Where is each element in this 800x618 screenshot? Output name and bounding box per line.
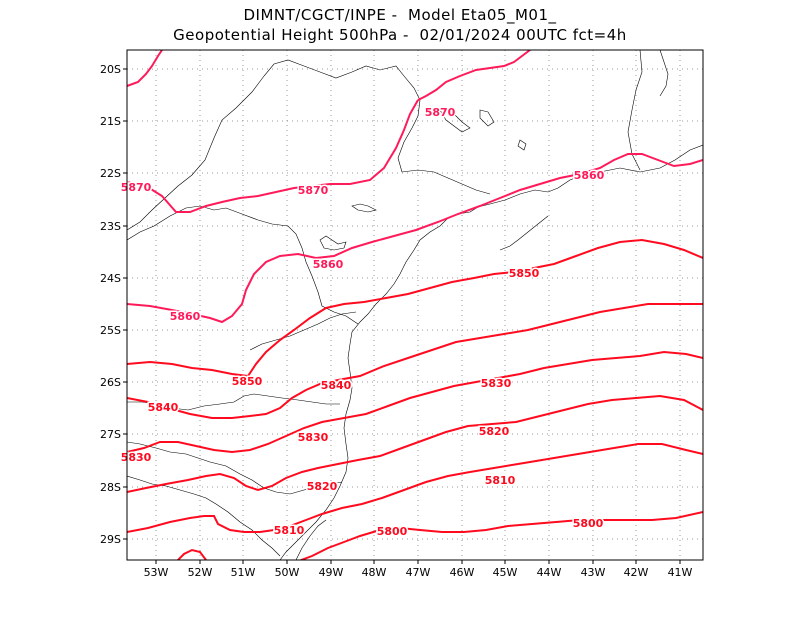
- contour-5860-main: [127, 153, 703, 324]
- lake-4: [479, 109, 495, 127]
- lat-label: 20S: [100, 63, 121, 76]
- lat-label: 22S: [100, 167, 121, 180]
- contour-5840: [127, 303, 703, 419]
- contour-5870-top: [127, 50, 163, 87]
- contour-label-5870: 5870: [425, 106, 456, 119]
- lat-label: 29S: [100, 533, 121, 546]
- lat-label: 24S: [100, 272, 121, 285]
- contour-5800: [298, 511, 703, 560]
- contour-label-5830: 5830: [121, 451, 152, 464]
- lon-label: 44W: [537, 566, 562, 579]
- contour-label-5870: 5870: [121, 181, 152, 194]
- lon-label: 47W: [406, 566, 431, 579]
- contour-label-5860: 5860: [313, 258, 344, 271]
- contour-5790-bump: [176, 548, 207, 560]
- station-dot: [424, 108, 428, 112]
- state-border-sc-rs: [127, 441, 343, 495]
- lon-ticks: [155, 560, 681, 564]
- lon-labels: 53W 52W 51W 50W 49W 48W 47W 46W 45W 44W …: [144, 566, 693, 579]
- state-border-east: [627, 50, 643, 171]
- contour-label-5820: 5820: [307, 480, 338, 493]
- contour-label-5850: 5850: [509, 267, 540, 280]
- lake-5: [517, 139, 527, 151]
- contour-5830: [127, 350, 703, 454]
- rs-border: [127, 475, 281, 557]
- lon-label: 42W: [624, 566, 649, 579]
- lat-labels: 20S 21S 22S 23S 24S 25S 26S 27S 28S 29S: [100, 63, 121, 546]
- lon-label: 49W: [319, 566, 344, 579]
- contour-label-5860: 5860: [574, 169, 605, 182]
- coastlines-and-borders: [127, 50, 703, 560]
- contour-label-5830: 5830: [481, 377, 512, 390]
- contour-label-5800: 5800: [377, 525, 408, 538]
- contour-5850: [127, 238, 703, 378]
- inner-trace: [659, 50, 669, 97]
- lat-label: 21S: [100, 115, 121, 128]
- lon-label: 41W: [668, 566, 693, 579]
- contour-label-5820: 5820: [479, 425, 510, 438]
- contour-label-5870: 5870: [298, 184, 329, 197]
- contour-label-5840: 5840: [321, 379, 352, 392]
- lon-label: 51W: [231, 566, 256, 579]
- lat-label: 26S: [100, 376, 121, 389]
- lat-label: 23S: [100, 220, 121, 233]
- map-title-line-1: DIMNT/CGCT/INPE - Model Eta05_M01_: [243, 6, 557, 24]
- lake-1: [351, 203, 377, 213]
- contours-low: [127, 238, 703, 560]
- lake-patos: [295, 519, 327, 560]
- plot-frame: [126, 49, 704, 561]
- grid: [127, 50, 703, 560]
- lat-label: 27S: [100, 428, 121, 441]
- state-border-sp-mg: [127, 59, 421, 231]
- state-border-mg-rj: [401, 169, 491, 195]
- contour-label-5800: 5800: [573, 517, 604, 530]
- ilha-grande-bay: [499, 215, 549, 251]
- state-border-pr-sp-inner: [249, 311, 357, 351]
- lon-label: 45W: [493, 566, 518, 579]
- contour-5870-top-right: [417, 50, 531, 101]
- lat-label: 28S: [100, 481, 121, 494]
- lon-label: 46W: [450, 566, 475, 579]
- contour-5810: [127, 443, 703, 533]
- river-parana: [127, 205, 359, 325]
- contour-label-5810: 5810: [485, 474, 516, 487]
- lat-ticks: [123, 68, 127, 540]
- lake-3: [439, 107, 471, 133]
- lon-label: 50W: [275, 566, 300, 579]
- lon-label: 48W: [362, 566, 387, 579]
- atlantic-coastline: [279, 144, 703, 560]
- contour-5870-main: [127, 99, 419, 213]
- contours-high: [127, 50, 703, 324]
- contour-5820: [127, 394, 703, 493]
- lon-label: 43W: [581, 566, 606, 579]
- contour-label-5860: 5860: [170, 310, 201, 323]
- contour-label-5810: 5810: [274, 524, 305, 537]
- contour-label-5840: 5840: [148, 401, 179, 414]
- lon-label: 52W: [188, 566, 213, 579]
- contour-label-5830: 5830: [298, 431, 329, 444]
- lake-2: [319, 235, 347, 251]
- lon-label: 53W: [144, 566, 169, 579]
- contour-label-5850: 5850: [232, 375, 263, 388]
- lat-label: 25S: [100, 324, 121, 337]
- contour-labels: 5870 5870 5870 5860 5860 5860 5850 5850 5840 5840…: [119, 105, 606, 540]
- map-title-line-2: Geopotential Height 500hPa - 02/01/2024 …: [173, 26, 627, 44]
